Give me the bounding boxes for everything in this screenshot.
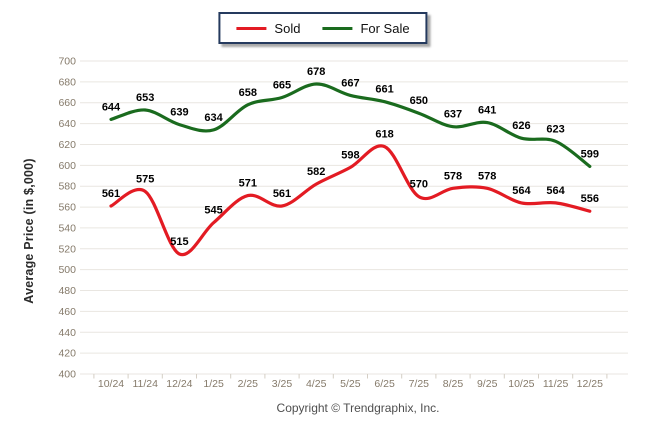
x-tick-label: 11/25 xyxy=(543,378,569,390)
chart-legend: Sold For Sale xyxy=(218,12,428,44)
data-point-label: 658 xyxy=(239,87,257,99)
data-point-label: 578 xyxy=(478,170,496,182)
y-tick-label: 620 xyxy=(58,139,76,151)
y-tick-label: 420 xyxy=(58,348,76,360)
y-tick-label: 400 xyxy=(58,369,76,381)
y-tick-label: 560 xyxy=(58,202,76,214)
data-point-label: 570 xyxy=(410,179,428,191)
y-tick-label: 520 xyxy=(58,243,76,255)
data-point-label: 650 xyxy=(410,95,428,107)
legend-label-for-sale: For Sale xyxy=(360,20,410,36)
data-point-label: 637 xyxy=(444,109,462,121)
x-tick-label: 12/25 xyxy=(577,378,603,390)
x-tick-label: 2/25 xyxy=(238,378,259,390)
data-point-label: 665 xyxy=(273,80,291,92)
x-tick-label: 8/25 xyxy=(443,378,464,390)
x-tick-label: 12/24 xyxy=(166,378,192,390)
data-point-label: 575 xyxy=(136,173,154,185)
y-tick-label: 680 xyxy=(58,76,76,88)
y-tick-label: 540 xyxy=(58,222,76,234)
x-tick-label: 10/25 xyxy=(508,378,534,390)
data-point-label: 564 xyxy=(546,185,565,197)
y-tick-label: 580 xyxy=(58,181,76,193)
data-point-label: 653 xyxy=(136,92,154,104)
y-tick-label: 640 xyxy=(58,118,76,130)
data-point-label: 661 xyxy=(375,84,393,96)
x-tick-label: 10/24 xyxy=(98,378,124,390)
copyright-text: Copyright © Trendgraphix, Inc. xyxy=(276,401,440,415)
data-point-label: 626 xyxy=(512,120,530,132)
x-tick-label: 11/24 xyxy=(132,378,158,390)
data-point-label: 641 xyxy=(478,105,496,117)
data-point-label: 515 xyxy=(170,236,188,248)
data-point-label: 667 xyxy=(341,77,359,89)
data-point-label: 582 xyxy=(307,166,325,178)
data-point-label: 561 xyxy=(102,188,120,200)
y-tick-label: 660 xyxy=(58,97,76,109)
y-tick-label: 600 xyxy=(58,160,76,172)
data-point-label: 644 xyxy=(102,101,121,113)
data-point-label: 623 xyxy=(546,123,564,135)
x-tick-label: 1/25 xyxy=(203,378,224,390)
data-point-label: 618 xyxy=(375,129,393,141)
y-tick-label: 440 xyxy=(58,327,76,339)
y-tick-label: 480 xyxy=(58,285,76,297)
y-tick-label: 500 xyxy=(58,264,76,276)
data-point-label: 598 xyxy=(341,149,359,161)
data-point-label: 556 xyxy=(581,193,599,205)
x-tick-label: 5/25 xyxy=(340,378,361,390)
legend-item-sold: Sold xyxy=(236,22,300,35)
data-point-label: 599 xyxy=(581,148,599,160)
series-line-for-sale xyxy=(109,82,592,168)
for-sale-line-swatch xyxy=(322,26,353,30)
sold-line-swatch xyxy=(236,26,267,30)
data-point-label: 578 xyxy=(444,170,462,182)
legend-label-sold: Sold xyxy=(274,20,301,36)
x-tick-label: 7/25 xyxy=(409,378,430,390)
data-point-label: 564 xyxy=(512,185,531,197)
data-point-label: 571 xyxy=(239,178,257,190)
data-point-label: 639 xyxy=(170,107,188,119)
data-point-label: 561 xyxy=(273,188,291,200)
legend-item-for-sale: For Sale xyxy=(322,20,410,36)
x-tick-label: 4/25 xyxy=(306,378,327,390)
x-tick-label: 6/25 xyxy=(374,378,395,390)
data-point-label: 545 xyxy=(204,205,222,217)
y-tick-label: 700 xyxy=(58,56,76,68)
x-tick-label: 3/25 xyxy=(272,378,293,390)
y-tick-label: 460 xyxy=(58,306,76,318)
data-point-label: 634 xyxy=(204,112,223,124)
series-line-sold xyxy=(109,144,592,257)
data-point-label: 678 xyxy=(307,66,325,78)
x-tick-label: 9/25 xyxy=(477,378,498,390)
y-axis-title: Average Price (in $,000) xyxy=(22,158,36,304)
